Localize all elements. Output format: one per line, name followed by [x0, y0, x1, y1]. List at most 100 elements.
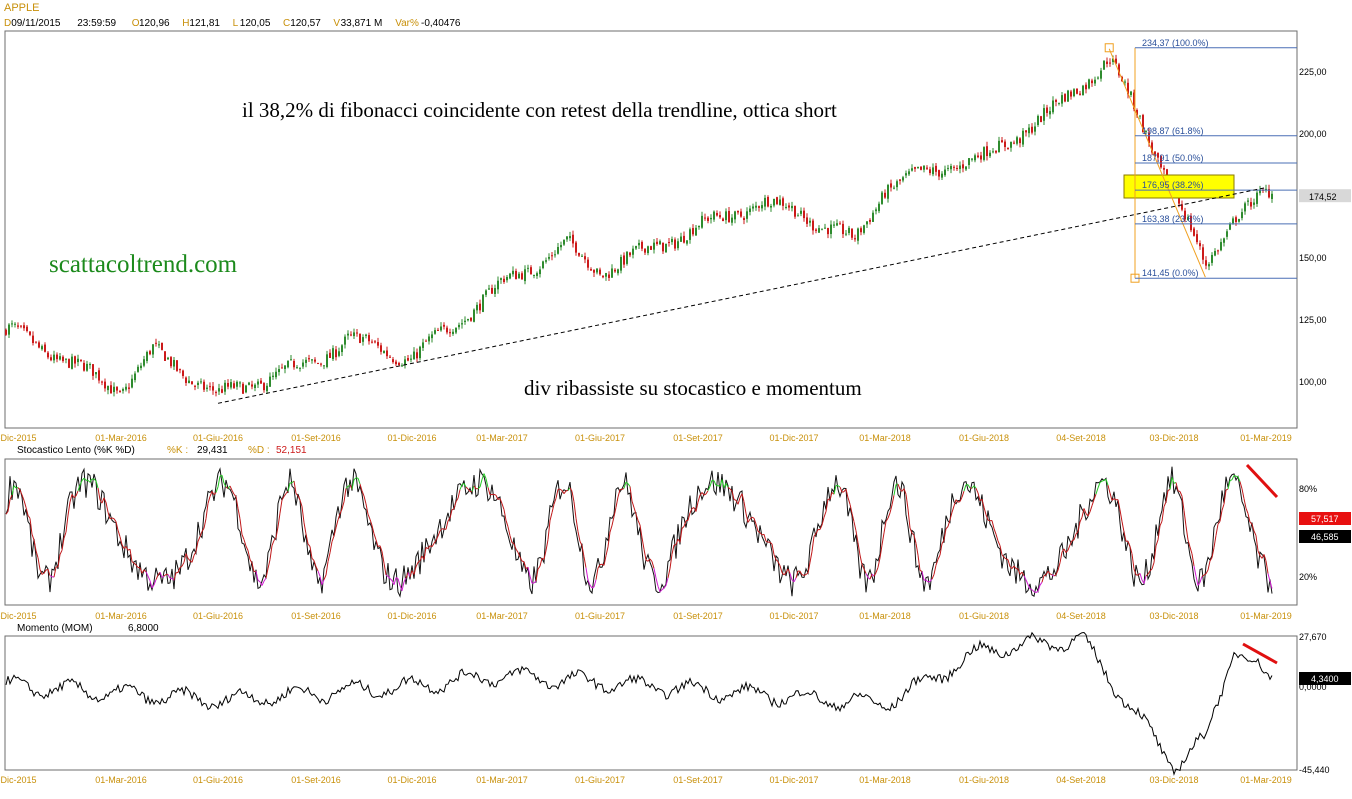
price-candle-body: [1103, 60, 1105, 70]
price-candle-body: [782, 198, 784, 206]
stochastic-d-segment: [117, 530, 121, 537]
price-candle-body: [533, 274, 535, 276]
stochastic-d-segment: [865, 573, 869, 578]
price-candle-body: [992, 151, 994, 153]
price-candle-body: [968, 158, 970, 166]
stochastic-d-segment: [311, 557, 315, 561]
price-candle-body: [1028, 127, 1030, 134]
fib-level-label: 141,45 (0.0%): [1142, 268, 1199, 278]
stochastic-d-segment: [707, 486, 711, 491]
price-candle-body: [875, 209, 877, 212]
stochastic-d-segment: [919, 569, 923, 573]
stochastic-d-segment: [811, 536, 815, 552]
quote-key: V: [333, 18, 340, 29]
stochastic-d-segment: [457, 489, 461, 499]
date-tick-label: 01-Giu-2018: [959, 775, 1009, 785]
stochastic-d-segment: [855, 530, 859, 543]
stochastic-d-segment: [1127, 541, 1131, 547]
stochastic-d-segment: [329, 541, 333, 553]
stochastic-d-segment: [499, 498, 503, 504]
stochastic-d-segment: [271, 540, 275, 546]
stochastic-d-segment: [803, 574, 807, 576]
stochastic-d-segment: [387, 576, 391, 579]
quote-key: D: [4, 18, 11, 29]
stochastic-d-segment: [167, 574, 171, 579]
price-candle-body: [665, 243, 667, 253]
stochastic-d-segment: [1107, 485, 1111, 494]
price-candle-body: [164, 351, 166, 361]
price-candle-body: [377, 342, 379, 346]
stochastic-d-segment: [495, 494, 499, 500]
stochastic-d-segment: [213, 492, 217, 495]
stochastic-d-segment: [1007, 559, 1011, 567]
price-candle-body: [479, 303, 481, 311]
stochastic-d-segment: [683, 520, 687, 527]
stochastic-d-segment: [939, 543, 943, 556]
stochastic-d-segment: [997, 540, 1001, 546]
price-candle-body: [425, 340, 427, 342]
stochastic-d-segment: [769, 541, 773, 545]
price-candle-body: [905, 173, 907, 176]
stochastic-d-segment: [1203, 573, 1207, 576]
price-candle-body: [1070, 91, 1072, 97]
quote-bar: D 09/11/2015 23:59:59 O 120,96 H 121,81 L 120,05…: [4, 18, 461, 29]
price-panel-frame: [4, 30, 1298, 429]
stochastic-d-segment: [431, 543, 435, 548]
stochastic-d-segment: [617, 489, 621, 498]
price-candle-body: [89, 364, 91, 366]
price-candle-body: [1040, 116, 1042, 123]
price-candle-body: [29, 331, 31, 335]
stochastic-d-segment: [131, 561, 135, 564]
price-candle-body: [800, 210, 802, 214]
stochastic-d-segment: [1157, 525, 1161, 540]
stochastic-d-segment: [783, 572, 787, 576]
price-candle-body: [134, 373, 136, 381]
price-candle-body: [440, 326, 442, 331]
price-candles: [5, 54, 1273, 397]
stochastic-d-segment: [207, 496, 211, 504]
price-candle-body: [1250, 202, 1252, 207]
stochastic-d-segment: [1143, 575, 1147, 584]
price-candle-body: [833, 224, 835, 226]
stochastic-d-segment: [759, 532, 763, 536]
stochastic-d-segment: [637, 520, 641, 526]
stochastic-d-segment: [1079, 517, 1083, 523]
price-candle-body: [275, 371, 277, 378]
stochastic-d-segment: [307, 543, 311, 547]
momentum-line: [5, 631, 1273, 776]
stochastic-d-segment: [911, 532, 915, 536]
stochastic-d-segment: [709, 480, 713, 487]
price-candle-body: [659, 241, 661, 245]
price-candle-body: [392, 359, 394, 363]
stochastic-last-k: 46,585: [1311, 532, 1339, 542]
price-candle-body: [1259, 189, 1261, 194]
fib-level-label: 234,37 (100.0%): [1142, 38, 1209, 48]
price-candle-body: [470, 317, 472, 321]
stochastic-d-segment: [507, 526, 511, 536]
stochastic-d-segment: [581, 545, 585, 557]
price-candle-body: [722, 218, 724, 222]
price-candle-body: [791, 205, 793, 209]
stochastic-d-segment: [821, 517, 825, 526]
price-candle-body: [503, 278, 505, 283]
stochastic-d-segment: [439, 528, 443, 532]
stochastic-d-segment: [1023, 575, 1027, 581]
price-candle-body: [509, 273, 511, 279]
stochastic-d-segment: [147, 575, 151, 581]
price-candle-body: [218, 388, 220, 392]
price-candle-body: [1136, 109, 1138, 116]
fibonacci-note: il 38,2% di fibonacci coincidente con re…: [242, 98, 837, 122]
stochastic-name: Stocastico Lento (%K %D): [17, 445, 135, 456]
stochastic-d-segment: [301, 506, 305, 523]
price-candle-body: [353, 332, 355, 337]
stochastic-d-segment: [733, 499, 737, 501]
price-candle-body: [1184, 210, 1186, 220]
stochastic-d-segment: [647, 558, 651, 562]
price-candle-body: [920, 166, 922, 170]
stochastic-d-segment: [613, 507, 617, 517]
price-candle-body: [620, 256, 622, 271]
date-tick-label: 01-Mar-2019: [1240, 433, 1292, 443]
stochastic-d-segment: [795, 570, 799, 579]
stochastic-lines: [5, 466, 1273, 598]
price-candle-body: [824, 227, 826, 229]
